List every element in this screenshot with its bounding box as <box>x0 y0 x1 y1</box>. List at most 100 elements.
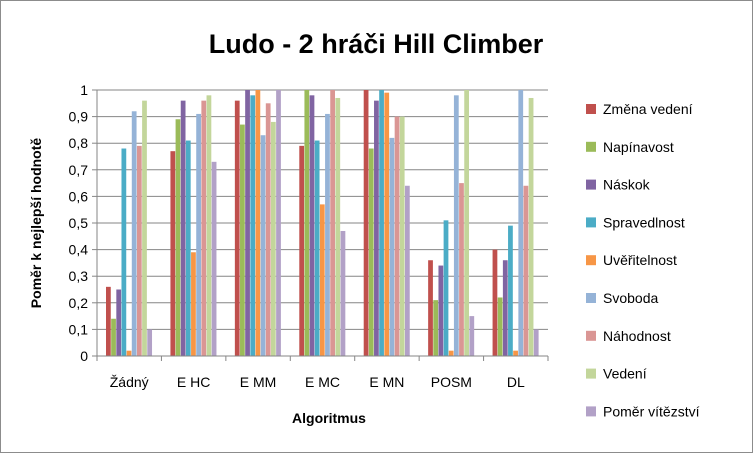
bar <box>206 95 212 356</box>
bar <box>374 100 379 356</box>
y-tick-label: 0,3 <box>69 268 89 284</box>
y-tick-label: 0,9 <box>69 109 89 125</box>
bar <box>335 97 341 356</box>
bar <box>325 113 330 356</box>
y-tick-label: 0,6 <box>69 188 89 204</box>
chart-title: Ludo - 2 hráči Hill Climber <box>209 29 544 59</box>
bar <box>255 90 261 356</box>
axes-layer: 0 0,1 0,2 0,3 0,4 0,5 0,6 0,7 0,8 0,9 1 Žádný E HC E … <box>69 82 549 390</box>
bar <box>234 100 240 356</box>
bar <box>111 318 116 356</box>
bar <box>453 95 459 356</box>
y-tick-label: 0,1 <box>69 321 89 337</box>
legend: Změna vedení Napínavost Náskok Spravedlnost… <box>586 101 700 419</box>
y-tick-label: 0 <box>80 348 88 364</box>
y-tick-label: 1 <box>80 82 88 98</box>
bar <box>304 90 310 356</box>
bar <box>175 119 181 356</box>
bar <box>106 286 111 356</box>
bar <box>136 145 142 356</box>
legend-label: Vedení <box>603 366 647 382</box>
bar <box>518 90 524 356</box>
bars-layer <box>106 90 539 356</box>
bar <box>147 329 153 356</box>
bar <box>211 161 217 356</box>
bar <box>363 90 369 356</box>
x-tick-label: E MM <box>240 374 277 390</box>
x-tick-label: DL <box>507 374 525 390</box>
bar <box>433 300 439 356</box>
bar <box>368 148 374 356</box>
bar <box>314 140 320 356</box>
bar <box>185 140 191 356</box>
bar <box>260 135 266 356</box>
y-tick-label: 0,5 <box>69 215 89 231</box>
bar <box>299 145 305 356</box>
bar <box>459 183 464 356</box>
legend-label: Uvěřitelnost <box>603 252 677 268</box>
bar <box>443 220 449 356</box>
bar <box>497 297 503 356</box>
legend-swatch <box>586 406 596 417</box>
x-tick-label: E HC <box>177 374 210 390</box>
legend-swatch <box>586 330 596 341</box>
x-tick-label: E MC <box>305 374 340 390</box>
legend-label: Náhodnost <box>603 328 671 344</box>
bar <box>330 90 335 356</box>
x-tick-label: Žádný <box>110 374 149 390</box>
bar <box>523 185 529 356</box>
y-axis-title: Poměr k nejlepší hodnotě <box>28 138 44 309</box>
legend-label: Poměr vítězství <box>603 403 700 419</box>
bar <box>528 97 534 356</box>
bar <box>180 100 186 356</box>
x-axis-title: Algoritmus <box>292 410 366 426</box>
bar <box>533 329 539 356</box>
bar <box>126 350 132 356</box>
y-tick-label: 0,2 <box>69 295 89 311</box>
x-tick-label: POSM <box>431 374 472 390</box>
bar <box>245 90 250 356</box>
y-tick-label: 0,4 <box>69 242 89 258</box>
bar <box>240 124 245 356</box>
bar <box>270 121 276 356</box>
y-tick-label: 0,7 <box>69 162 89 178</box>
legend-swatch <box>586 217 596 228</box>
bar <box>394 116 400 356</box>
bar <box>428 260 433 356</box>
bar <box>201 100 207 356</box>
x-tick-label: E MN <box>369 374 404 390</box>
bar <box>340 230 346 356</box>
bar <box>319 204 325 356</box>
bar <box>379 90 384 356</box>
legend-label: Svoboda <box>603 290 658 306</box>
y-tick-label: 0,8 <box>69 135 89 151</box>
legend-swatch <box>586 179 596 190</box>
bar <box>508 225 513 356</box>
bar <box>399 116 405 356</box>
legend-swatch <box>586 293 596 303</box>
bar <box>142 100 147 356</box>
bar <box>492 249 498 356</box>
legend-swatch <box>586 104 596 114</box>
legend-swatch <box>586 368 596 379</box>
legend-label: Spravedlnost <box>603 214 685 230</box>
bar <box>448 350 454 356</box>
bar <box>389 137 395 356</box>
bar <box>265 103 271 356</box>
bar <box>502 260 508 356</box>
bar <box>513 350 518 356</box>
bar <box>309 95 315 356</box>
legend-label: Napínavost <box>603 139 674 155</box>
bar <box>191 252 196 356</box>
legend-swatch <box>586 141 596 152</box>
bar <box>131 111 137 356</box>
bar <box>276 90 281 356</box>
bar <box>404 185 410 356</box>
legend-label: Náskok <box>603 177 651 193</box>
bar <box>196 113 201 356</box>
bar <box>116 289 122 356</box>
bar <box>384 92 390 356</box>
legend-swatch <box>586 255 596 266</box>
